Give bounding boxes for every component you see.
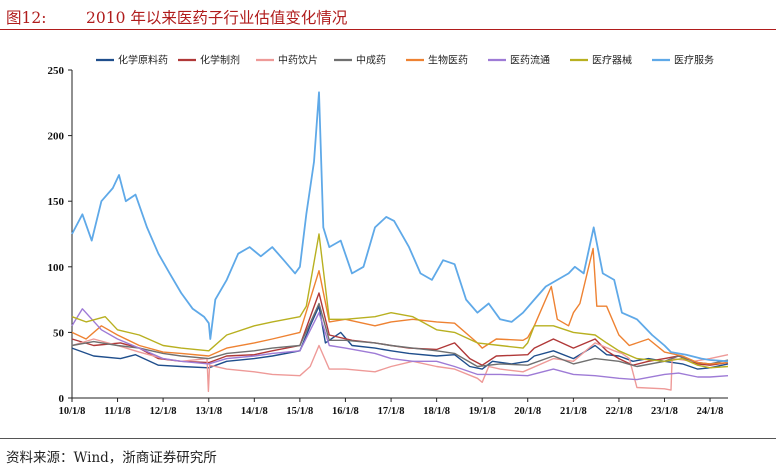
series-line-5 bbox=[71, 247, 729, 365]
x-tick-label: 22/1/8 bbox=[606, 406, 633, 417]
legend-item-1: 化学原料药 bbox=[96, 54, 168, 67]
x-tick-label: 23/1/8 bbox=[651, 406, 678, 417]
series-line-8 bbox=[71, 91, 729, 363]
legend-label: 中药饮片 bbox=[278, 54, 318, 67]
series-line-3 bbox=[71, 338, 729, 393]
figure-header: 图12: 2010 年以来医药子行业估值变化情况 bbox=[0, 0, 776, 30]
line-chart: 化学原料药 化学制剂 中药饮片 中成药 生物医药 医药流通 医疗器械 医疗服务 0 50 100 1… bbox=[48, 54, 729, 417]
legend-label: 医药流通 bbox=[510, 54, 550, 67]
legend-label: 医疗器械 bbox=[592, 54, 632, 67]
series-line-7 bbox=[71, 233, 729, 369]
x-tick-label: 15/1/8 bbox=[286, 406, 313, 417]
chart-legend: 化学原料药 化学制剂 中药饮片 中成药 生物医药 医药流通 医疗器械 医疗服务 bbox=[96, 54, 714, 67]
plot-area bbox=[71, 91, 729, 393]
y-tick-label: 100 bbox=[48, 262, 65, 274]
x-tick-label: 19/1/8 bbox=[469, 406, 496, 417]
y-tick-label: 0 bbox=[59, 393, 65, 405]
legend-label: 化学原料药 bbox=[118, 54, 168, 67]
series-line-1 bbox=[71, 305, 729, 370]
x-tick-label: 13/1/8 bbox=[195, 406, 222, 417]
legend-item-2: 化学制剂 bbox=[178, 54, 240, 67]
legend-label: 医疗服务 bbox=[674, 54, 714, 67]
legend-item-7: 医疗器械 bbox=[570, 54, 632, 67]
x-tick-label: 16/1/8 bbox=[332, 406, 359, 417]
x-tick-label: 14/1/8 bbox=[241, 406, 268, 417]
x-tick-label: 24/1/8 bbox=[697, 406, 724, 417]
y-tick-label: 150 bbox=[48, 196, 65, 208]
series-line-2 bbox=[71, 292, 729, 366]
series-line-4 bbox=[71, 302, 729, 368]
x-tick-label: 18/1/8 bbox=[423, 406, 450, 417]
figure-title: 2010 年以来医药子行业估值变化情况 bbox=[86, 9, 348, 27]
x-axis: 10/1/8 11/1/8 12/1/8 13/1/8 14/1/8 15/1/8 16/1… bbox=[59, 397, 728, 417]
figure-footer: 资料来源：Wind，浙商证券研究所 bbox=[0, 438, 776, 468]
x-tick-label: 10/1/8 bbox=[59, 406, 86, 417]
legend-item-6: 医药流通 bbox=[488, 54, 550, 67]
x-tick-label: 11/1/8 bbox=[104, 406, 130, 417]
legend-item-4: 中成药 bbox=[334, 54, 386, 67]
legend-label: 中成药 bbox=[356, 54, 386, 67]
legend-item-8: 医疗服务 bbox=[652, 54, 714, 67]
x-tick-label: 12/1/8 bbox=[150, 406, 177, 417]
y-axis: 0 50 100 150 200 250 bbox=[48, 65, 73, 405]
y-tick-label: 50 bbox=[53, 327, 65, 339]
source-note: 资料来源：Wind，浙商证券研究所 bbox=[6, 450, 217, 466]
legend-label: 生物医药 bbox=[428, 54, 468, 67]
figure-label: 图12: bbox=[6, 9, 47, 27]
y-tick-label: 250 bbox=[48, 65, 65, 77]
legend-item-5: 生物医药 bbox=[406, 54, 468, 67]
y-tick-label: 200 bbox=[48, 131, 65, 143]
x-tick-label: 20/1/8 bbox=[514, 406, 541, 417]
x-tick-label: 17/1/8 bbox=[378, 406, 405, 417]
legend-item-3: 中药饮片 bbox=[256, 54, 318, 67]
legend-label: 化学制剂 bbox=[200, 54, 240, 67]
series-line-6 bbox=[71, 308, 729, 381]
x-tick-label: 21/1/8 bbox=[560, 406, 587, 417]
